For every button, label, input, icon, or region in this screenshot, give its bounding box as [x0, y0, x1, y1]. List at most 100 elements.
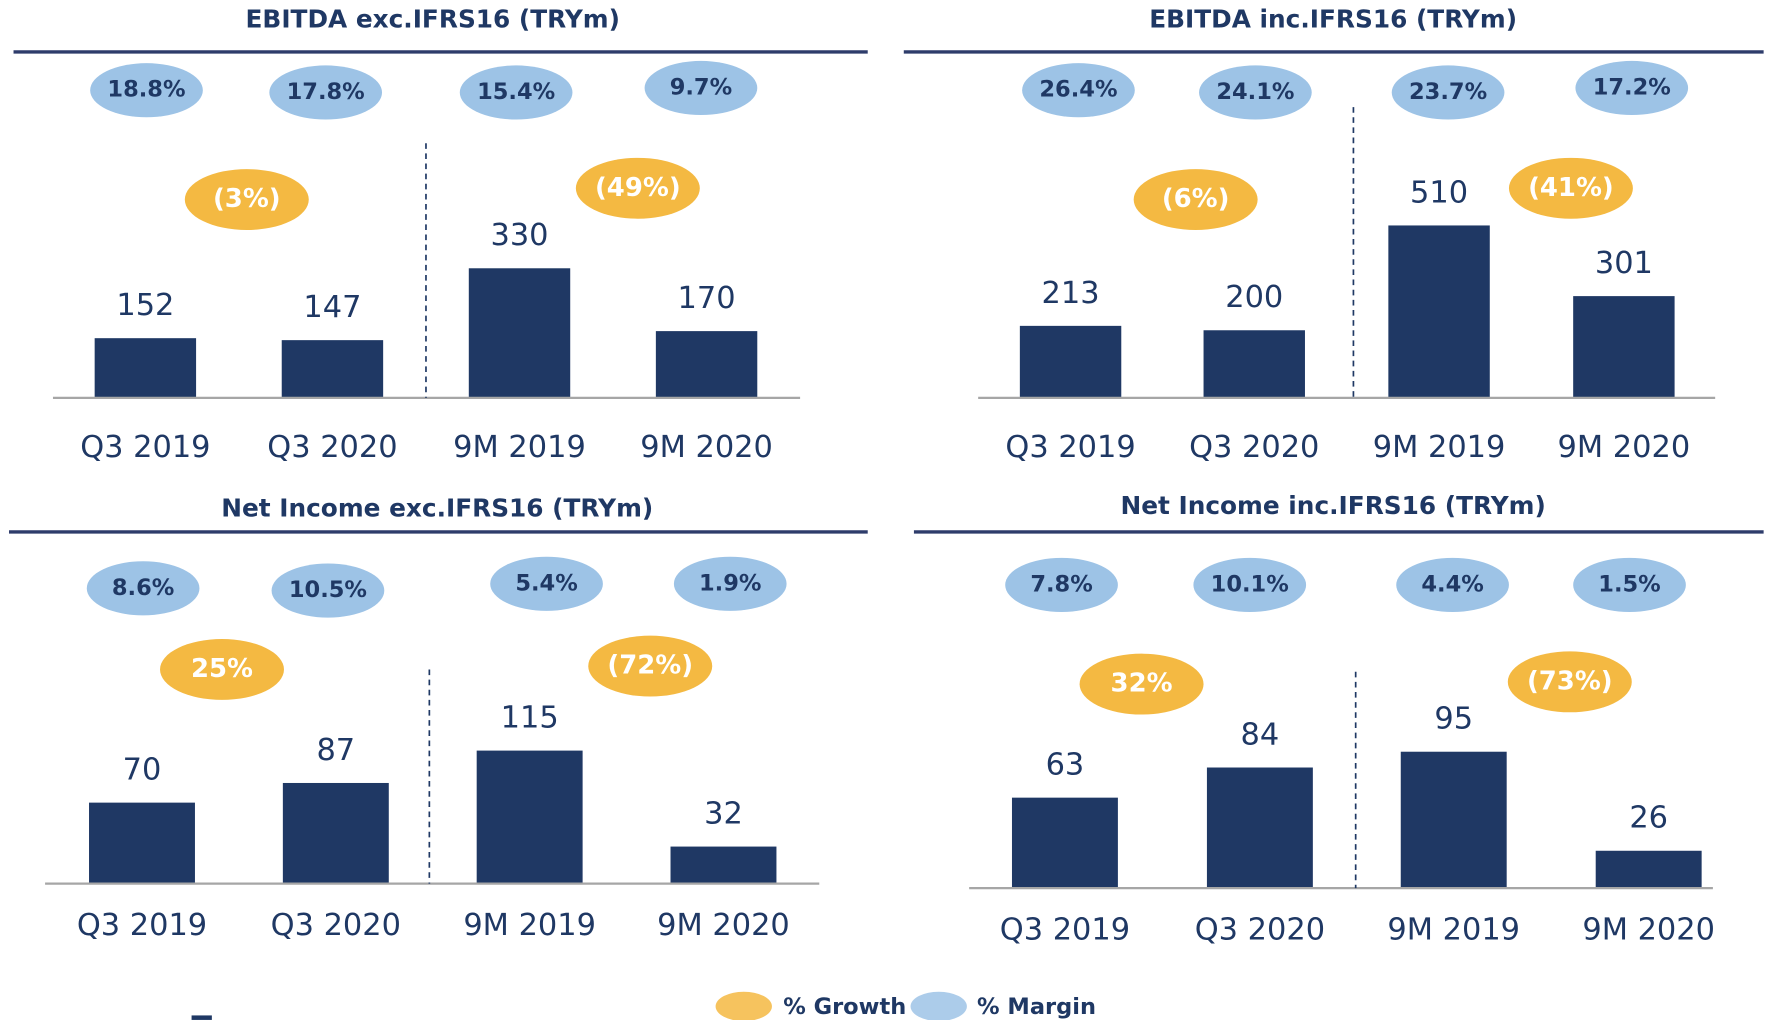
category-label: Q3 2019	[77, 908, 207, 943]
growth-label: (41%)	[1528, 173, 1614, 203]
category-label: Q3 2020	[1195, 912, 1325, 947]
bar	[476, 750, 583, 884]
category-label: 9M 2020	[1558, 430, 1691, 465]
margin-bubble	[1396, 557, 1509, 612]
growth-bubble	[588, 635, 713, 697]
growth-label: 25%	[191, 654, 253, 684]
chart-title: Net Income inc.IFRS16 (TRYm)	[1120, 491, 1545, 520]
margin-label: 8.6%	[112, 575, 174, 601]
bar	[1400, 751, 1507, 889]
growth-bubble	[160, 639, 284, 700]
bar	[1206, 767, 1313, 889]
chart-title: Net Income exc.IFRS16 (TRYm)	[221, 493, 653, 522]
growth-bubble	[1507, 651, 1632, 713]
margin-label: 7.8%	[1030, 571, 1092, 597]
growth-label: (49%)	[595, 173, 681, 203]
margin-bubble	[1005, 557, 1118, 612]
decoration	[191, 1015, 212, 1020]
margin-label: 5.4%	[515, 570, 577, 596]
margin-bubble	[1199, 65, 1312, 120]
category-label: 9M 2020	[640, 430, 773, 465]
value-label: 301	[1595, 246, 1653, 281]
value-label: 330	[490, 218, 548, 253]
value-label: 26	[1629, 801, 1668, 836]
category-label: 9M 2020	[657, 908, 790, 943]
value-label: 147	[303, 290, 361, 325]
category-label: Q3 2019	[80, 430, 210, 465]
growth-label: 32%	[1111, 669, 1173, 699]
bar	[1388, 225, 1490, 398]
bar	[1019, 325, 1122, 398]
margin-bubble	[90, 63, 203, 118]
margin-bubble	[1193, 557, 1307, 612]
margin-label: 4.4%	[1421, 571, 1483, 597]
margin-label: 9.7%	[670, 74, 732, 100]
category-label: 9M 2019	[463, 908, 596, 943]
margin-bubble	[673, 556, 787, 611]
growth-label: (73%)	[1527, 666, 1613, 696]
margin-label: 24.1%	[1216, 79, 1294, 105]
chart-title: EBITDA exc.IFRS16 (TRYm)	[246, 4, 620, 33]
value-label: 152	[116, 288, 174, 323]
margin-label: 1.5%	[1598, 571, 1660, 597]
margin-bubble	[271, 563, 385, 618]
growth-bubble	[184, 169, 309, 230]
bar	[1573, 296, 1675, 398]
value-label: 170	[678, 281, 736, 316]
value-label: 95	[1434, 702, 1473, 737]
margin-bubble	[1573, 557, 1686, 612]
margin-bubble	[1391, 65, 1505, 120]
bar	[670, 846, 777, 884]
margin-bubble	[86, 561, 200, 616]
bar	[1011, 797, 1118, 889]
value-label: 84	[1241, 717, 1280, 752]
value-label: 70	[123, 753, 162, 788]
category-label: 9M 2019	[1373, 430, 1506, 465]
margin-bubble	[269, 65, 383, 120]
category-label: Q3 2020	[267, 430, 397, 465]
margin-bubble	[644, 60, 758, 116]
margin-bubble	[1575, 60, 1689, 116]
category-label: Q3 2019	[1005, 430, 1135, 465]
margin-label: 17.8%	[287, 79, 365, 105]
margin-label: 10.5%	[289, 577, 367, 603]
growth-bubble	[1079, 653, 1204, 715]
margin-label: 26.4%	[1039, 77, 1117, 103]
category-label: Q3 2020	[271, 908, 401, 943]
value-label: 213	[1042, 276, 1100, 311]
margin-label: 18.8%	[107, 77, 185, 103]
bar	[1595, 850, 1702, 889]
margin-bubble	[1022, 63, 1135, 118]
category-label: Q3 2019	[1000, 912, 1130, 947]
category-label: 9M 2019	[453, 430, 586, 465]
legend-swatch	[715, 991, 772, 1022]
legend-swatch	[910, 991, 967, 1022]
category-label: 9M 2020	[1582, 912, 1715, 947]
category-label: 9M 2019	[1387, 912, 1520, 947]
margin-label: 1.9%	[699, 570, 761, 596]
growth-label: (72%)	[607, 651, 693, 681]
growth-label: (6%)	[1162, 184, 1230, 214]
bar	[1203, 330, 1305, 398]
growth-bubble	[1133, 169, 1258, 230]
margin-bubble	[459, 65, 573, 120]
value-label: 200	[1225, 280, 1283, 315]
bar	[281, 340, 384, 398]
legend-label: % Growth	[783, 994, 906, 1020]
value-label: 510	[1410, 175, 1468, 210]
bar	[468, 268, 571, 398]
bar	[89, 802, 195, 884]
legend-label: % Margin	[977, 994, 1096, 1020]
value-label: 115	[501, 701, 559, 736]
value-label: 63	[1046, 748, 1085, 783]
bar	[94, 338, 197, 398]
chart-title: EBITDA inc.IFRS16 (TRYm)	[1149, 4, 1517, 33]
margin-label: 15.4%	[477, 79, 555, 105]
category-label: Q3 2020	[1189, 430, 1319, 465]
bar	[655, 331, 758, 398]
growth-label: (3%)	[213, 184, 281, 214]
growth-bubble	[1508, 157, 1633, 219]
margin-label: 10.1%	[1211, 571, 1289, 597]
value-label: 32	[704, 797, 743, 832]
